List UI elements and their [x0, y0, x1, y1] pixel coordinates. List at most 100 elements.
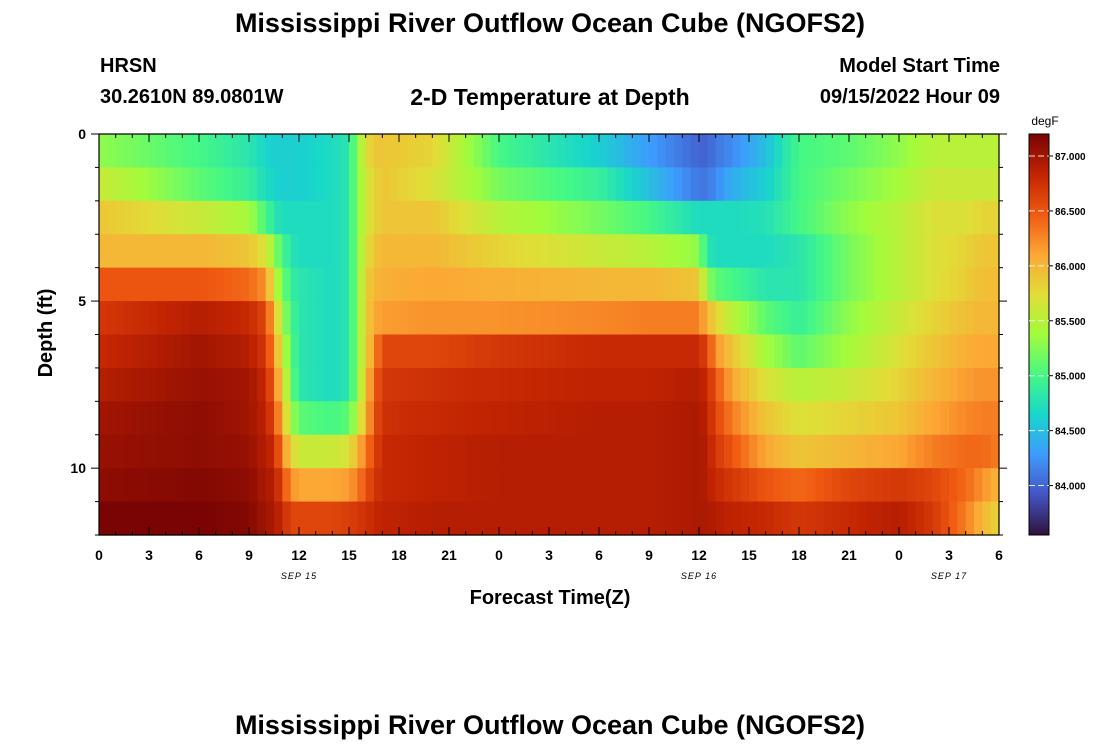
heatmap-cell — [290, 200, 300, 235]
heatmap-cell — [549, 234, 558, 269]
heatmap-cell — [615, 434, 625, 469]
heatmap-cell — [957, 334, 967, 369]
heatmap-cell — [115, 301, 125, 336]
heatmap-cell — [924, 501, 933, 536]
heatmap-cell — [415, 267, 425, 302]
heatmap-cell — [607, 267, 617, 302]
heatmap-cell — [257, 434, 267, 469]
heatmap-cell — [432, 234, 442, 269]
heatmap-cell — [232, 468, 242, 503]
heatmap-cell — [740, 468, 750, 503]
heatmap-cell — [782, 167, 792, 202]
heatmap-cell — [965, 200, 975, 235]
heatmap-cell — [440, 301, 450, 336]
heatmap-cell — [215, 234, 225, 269]
heatmap-cell — [557, 434, 567, 469]
heatmap-cell — [890, 200, 900, 235]
heatmap-cell — [657, 134, 667, 169]
heatmap-cell — [374, 200, 383, 235]
heatmap-cell — [349, 501, 358, 536]
heatmap-cell — [390, 301, 400, 336]
heatmap-cell — [515, 301, 525, 336]
heatmap-cell — [449, 501, 458, 536]
heatmap-cell — [907, 501, 917, 536]
heatmap-cell — [557, 267, 567, 302]
heatmap-cell — [757, 200, 767, 235]
heatmap-cell — [690, 234, 700, 269]
heatmap-cell — [207, 334, 217, 369]
heatmap-cell — [415, 468, 425, 503]
heatmap-cell — [582, 434, 592, 469]
heatmap-cell — [382, 367, 392, 402]
heatmap-cell — [240, 501, 250, 536]
heatmap-cell — [307, 468, 317, 503]
heatmap-cell — [157, 434, 167, 469]
heatmap-cell — [757, 468, 767, 503]
heatmap-cell — [290, 401, 300, 436]
heatmap-cell — [665, 234, 675, 269]
heatmap-cell — [840, 267, 850, 302]
heatmap-cell — [682, 234, 692, 269]
heatmap-cell — [882, 434, 892, 469]
heatmap-cell — [515, 200, 525, 235]
heatmap-cell — [949, 134, 958, 169]
heatmap-cell — [724, 434, 733, 469]
heatmap-cell — [149, 367, 158, 402]
heatmap-cell — [632, 434, 642, 469]
heatmap-cell — [507, 367, 517, 402]
heatmap-cell — [940, 301, 950, 336]
heatmap-cell — [174, 134, 183, 169]
heatmap-cell — [282, 200, 292, 235]
heatmap-cell — [840, 468, 850, 503]
heatmap-cell — [724, 367, 733, 402]
heatmap-cell — [965, 401, 975, 436]
heatmap-cell — [382, 267, 392, 302]
heatmap-cell — [632, 167, 642, 202]
heatmap-cell — [249, 434, 258, 469]
heatmap-cell — [324, 234, 333, 269]
heatmap-cell — [490, 468, 500, 503]
heatmap-cell — [515, 234, 525, 269]
date-label: SEP 16 — [681, 571, 717, 581]
heatmap-cell — [574, 301, 583, 336]
heatmap-cell — [424, 334, 433, 369]
heatmap-cell — [215, 167, 225, 202]
heatmap-cell — [765, 301, 775, 336]
heatmap-cell — [365, 134, 375, 169]
heatmap-cell — [890, 401, 900, 436]
heatmap-cell — [549, 468, 558, 503]
heatmap-cell — [674, 234, 683, 269]
heatmap-cell — [724, 234, 733, 269]
heatmap-cell — [149, 401, 158, 436]
heatmap-cell — [657, 200, 667, 235]
heatmap-cell — [774, 501, 783, 536]
heatmap-cell — [274, 434, 283, 469]
heatmap-cell — [507, 468, 517, 503]
heatmap-cell — [390, 167, 400, 202]
heatmap-cell — [682, 334, 692, 369]
heatmap-cell — [782, 501, 792, 536]
heatmap-cell — [865, 267, 875, 302]
heatmap-cell — [707, 367, 717, 402]
heatmap-cell — [907, 301, 917, 336]
heatmap-cell — [299, 401, 308, 436]
heatmap-cell — [907, 200, 917, 235]
heatmap-cell — [199, 134, 208, 169]
x-tick-label: 3 — [945, 547, 953, 563]
heatmap-cell — [565, 367, 575, 402]
heatmap-cell — [240, 468, 250, 503]
y-tick-label: 0 — [78, 126, 86, 142]
heatmap-cell — [707, 434, 717, 469]
heatmap-cell — [832, 200, 842, 235]
heatmap-cell — [432, 267, 442, 302]
heatmap-cell — [782, 301, 792, 336]
heatmap-cell — [657, 234, 667, 269]
heatmap-cell — [224, 267, 233, 302]
heatmap-cell — [565, 434, 575, 469]
heatmap-cell — [107, 200, 117, 235]
heatmap-cell — [232, 200, 242, 235]
heatmap-cell — [399, 234, 408, 269]
heatmap-cell — [315, 167, 325, 202]
heatmap-cell — [915, 401, 925, 436]
